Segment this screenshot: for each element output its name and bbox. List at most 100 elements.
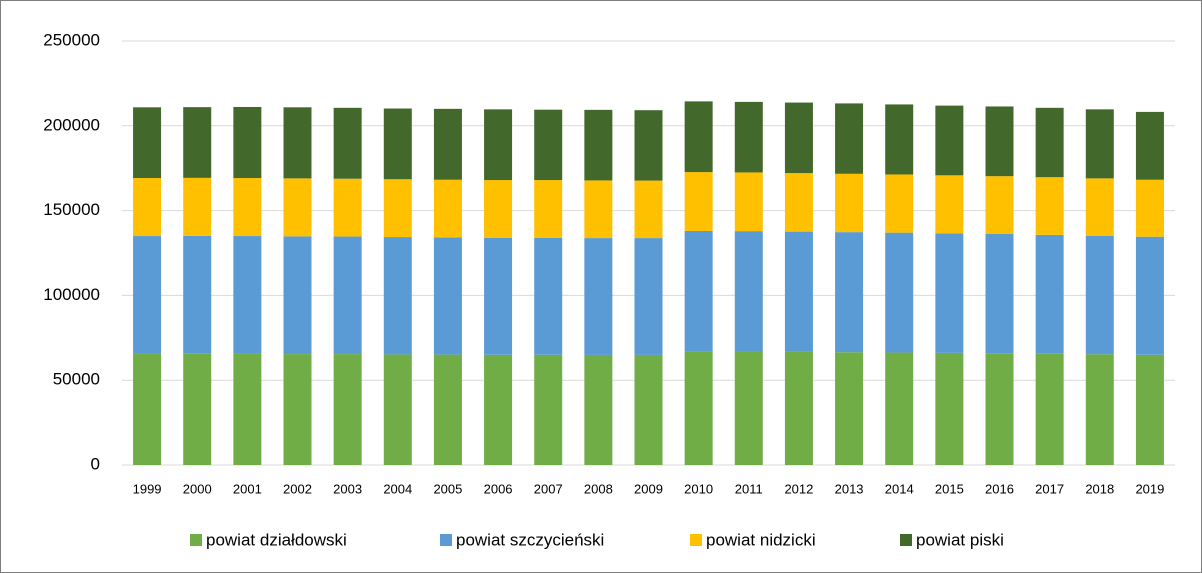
bar-segment (935, 352, 964, 465)
bar-segment (233, 353, 262, 465)
bar-segment (283, 236, 312, 355)
bar-segment (885, 174, 914, 233)
bar-segment (233, 106, 262, 179)
x-tick-label: 2003 (333, 481, 362, 496)
y-tick-label: 150000 (43, 200, 100, 219)
y-tick-label: 100000 (43, 285, 100, 304)
bar-segment (433, 179, 462, 238)
x-tick-label: 2009 (634, 481, 663, 496)
bar-segment (1035, 234, 1064, 354)
bar-segment (133, 236, 162, 354)
y-tick-label: 200000 (43, 115, 100, 134)
bar-segment (333, 354, 362, 465)
bar-segment (935, 175, 964, 234)
bar-segment (985, 176, 1014, 235)
y-tick-label: 250000 (43, 30, 100, 49)
legend-swatch (900, 534, 912, 546)
bar-segment (684, 351, 713, 465)
y-tick-label: 0 (91, 454, 100, 473)
bar-segment (283, 107, 312, 179)
legend-label: powiat piski (916, 530, 1004, 549)
bar-segment (1135, 354, 1164, 465)
legend-swatch (690, 534, 702, 546)
bar-segment (684, 230, 713, 352)
bar-segment (1135, 111, 1164, 180)
bar-segment (484, 237, 513, 355)
legend-swatch (190, 534, 202, 546)
bar-segment (333, 178, 362, 237)
x-tick-label: 2010 (684, 481, 713, 496)
bar-segment (634, 180, 663, 239)
x-tick-label: 1999 (133, 481, 162, 496)
bar-segment (283, 178, 312, 237)
x-tick-label: 2007 (534, 481, 563, 496)
x-tick-label: 2016 (985, 481, 1014, 496)
bar-segment (985, 353, 1014, 465)
x-tick-label: 2002 (283, 481, 312, 496)
bar-segment (1085, 354, 1114, 465)
bar-segment (534, 109, 563, 181)
bar-segment (1085, 109, 1114, 179)
y-tick-label: 50000 (53, 370, 100, 389)
x-tick-label: 2013 (835, 481, 864, 496)
x-tick-label: 2015 (935, 481, 964, 496)
bar-segment (935, 105, 964, 176)
bar-segment (133, 107, 162, 179)
bar-segment (433, 108, 462, 180)
bar-segment (1135, 236, 1164, 355)
bar-segment (534, 237, 563, 355)
bar-segment (835, 173, 864, 233)
bar-segment (985, 106, 1014, 177)
bar-segment (885, 232, 914, 353)
bar-segment (634, 354, 663, 465)
x-tick-label: 2012 (784, 481, 813, 496)
bar-segment (133, 353, 162, 465)
x-tick-label: 2011 (735, 481, 763, 496)
bar-segment (133, 178, 162, 237)
bar-segment (935, 233, 964, 353)
legend-swatch (440, 534, 452, 546)
bar-segment (1035, 107, 1064, 178)
bar-segment (1135, 179, 1164, 237)
bar-segment (784, 351, 813, 465)
bar-segment (333, 236, 362, 355)
bar-segment (835, 103, 864, 174)
bar-segment (684, 172, 713, 231)
bar-segment (885, 352, 914, 465)
x-tick-label: 2018 (1085, 481, 1114, 496)
bar-segment (835, 232, 864, 353)
x-tick-label: 2001 (233, 481, 262, 496)
bar-segment (885, 104, 914, 175)
bar-segment (383, 237, 412, 355)
bar-segment (183, 177, 212, 236)
bar-segment (534, 180, 563, 238)
bar-segment (383, 354, 412, 465)
x-tick-label: 2004 (383, 481, 412, 496)
bar-segment (383, 108, 412, 180)
x-tick-label: 2006 (484, 481, 513, 496)
bar-segment (183, 353, 212, 465)
bar-segment (433, 237, 462, 355)
bar-segment (734, 101, 763, 173)
bar-segment (333, 107, 362, 179)
bar-segment (584, 354, 613, 465)
bar-segment (734, 172, 763, 232)
bar-segment (584, 238, 613, 355)
bar-segment (734, 231, 763, 352)
bar-segment (684, 101, 713, 173)
bar-segment (1085, 178, 1114, 236)
bar-segment (283, 354, 312, 465)
bar-segment (383, 179, 412, 238)
x-tick-label: 2008 (584, 481, 613, 496)
x-tick-label: 2017 (1035, 481, 1064, 496)
bar-segment (484, 109, 513, 181)
bar-segment (584, 109, 613, 181)
bar-segment (484, 180, 513, 238)
bar-segment (534, 354, 563, 465)
bar-segment (183, 107, 212, 178)
x-tick-label: 2019 (1135, 481, 1164, 496)
bar-segment (835, 352, 864, 465)
bar-segment (233, 178, 262, 237)
legend-label: powiat nidzicki (706, 530, 816, 549)
